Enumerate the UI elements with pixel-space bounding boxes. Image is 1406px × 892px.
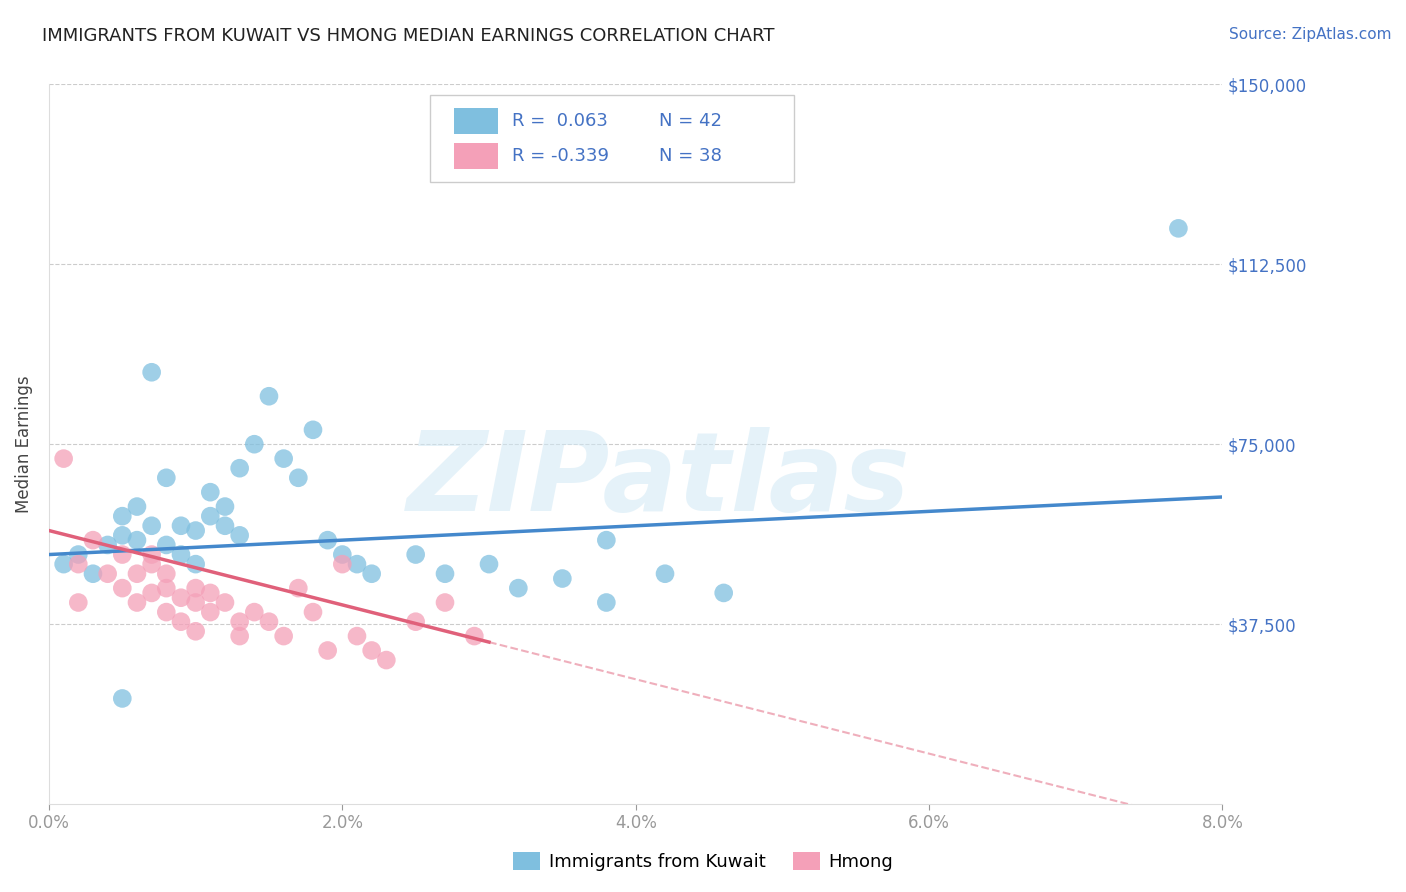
Point xyxy=(287,581,309,595)
Point xyxy=(67,595,90,609)
Point xyxy=(141,518,163,533)
Point xyxy=(375,653,398,667)
Point xyxy=(141,365,163,379)
Point xyxy=(302,605,325,619)
Point xyxy=(111,548,134,562)
Point xyxy=(141,548,163,562)
Text: R = -0.339: R = -0.339 xyxy=(512,147,609,165)
Point xyxy=(287,471,309,485)
Point xyxy=(52,451,75,466)
Text: Source: ZipAtlas.com: Source: ZipAtlas.com xyxy=(1229,27,1392,42)
Point xyxy=(52,557,75,571)
FancyBboxPatch shape xyxy=(454,143,498,169)
Point xyxy=(125,500,148,514)
Point xyxy=(302,423,325,437)
Text: R =  0.063: R = 0.063 xyxy=(512,112,609,130)
Point xyxy=(200,509,222,524)
Point xyxy=(200,605,222,619)
Point xyxy=(273,451,295,466)
Point xyxy=(125,595,148,609)
Point xyxy=(214,518,236,533)
Point xyxy=(316,643,339,657)
Point xyxy=(141,557,163,571)
Point xyxy=(184,581,207,595)
Point xyxy=(228,528,250,542)
Point xyxy=(170,548,193,562)
Point xyxy=(200,586,222,600)
Point xyxy=(97,538,120,552)
Point xyxy=(330,548,353,562)
Point xyxy=(82,533,104,548)
Point xyxy=(478,557,501,571)
Point xyxy=(200,485,222,500)
Text: N = 42: N = 42 xyxy=(659,112,723,130)
Point xyxy=(184,524,207,538)
Point xyxy=(184,624,207,639)
Point xyxy=(360,643,382,657)
Point xyxy=(67,557,90,571)
Point xyxy=(97,566,120,581)
Point xyxy=(257,615,280,629)
Point xyxy=(346,629,368,643)
Point xyxy=(508,581,530,595)
Point xyxy=(141,586,163,600)
Point xyxy=(155,471,177,485)
Point xyxy=(595,533,617,548)
Point xyxy=(463,629,485,643)
Point xyxy=(243,437,266,451)
Legend: Immigrants from Kuwait, Hmong: Immigrants from Kuwait, Hmong xyxy=(505,845,901,879)
Point xyxy=(155,538,177,552)
Point xyxy=(434,595,457,609)
Text: N = 38: N = 38 xyxy=(659,147,723,165)
Text: ZIPatlas: ZIPatlas xyxy=(408,426,911,533)
Point xyxy=(82,566,104,581)
Point xyxy=(125,533,148,548)
Point xyxy=(214,500,236,514)
Point xyxy=(273,629,295,643)
Point xyxy=(155,566,177,581)
Point xyxy=(228,629,250,643)
Point xyxy=(111,581,134,595)
Point xyxy=(713,586,735,600)
Text: IMMIGRANTS FROM KUWAIT VS HMONG MEDIAN EARNINGS CORRELATION CHART: IMMIGRANTS FROM KUWAIT VS HMONG MEDIAN E… xyxy=(42,27,775,45)
Point xyxy=(184,557,207,571)
Point xyxy=(434,566,457,581)
Point xyxy=(551,572,574,586)
Point xyxy=(330,557,353,571)
Point xyxy=(155,605,177,619)
Point xyxy=(346,557,368,571)
Point xyxy=(228,615,250,629)
Point xyxy=(170,615,193,629)
Point xyxy=(125,566,148,581)
Point xyxy=(405,615,427,629)
Point xyxy=(243,605,266,619)
Point xyxy=(170,591,193,605)
Point xyxy=(654,566,676,581)
Point xyxy=(67,548,90,562)
Point xyxy=(111,691,134,706)
Point xyxy=(228,461,250,475)
Point xyxy=(595,595,617,609)
Point xyxy=(111,528,134,542)
Point xyxy=(111,509,134,524)
Point xyxy=(360,566,382,581)
Point xyxy=(257,389,280,403)
FancyBboxPatch shape xyxy=(430,95,794,182)
FancyBboxPatch shape xyxy=(454,108,498,134)
Point xyxy=(405,548,427,562)
Point xyxy=(1167,221,1189,235)
Y-axis label: Median Earnings: Median Earnings xyxy=(15,376,32,513)
Point xyxy=(214,595,236,609)
Point xyxy=(170,518,193,533)
Point xyxy=(184,595,207,609)
Point xyxy=(316,533,339,548)
Point xyxy=(155,581,177,595)
